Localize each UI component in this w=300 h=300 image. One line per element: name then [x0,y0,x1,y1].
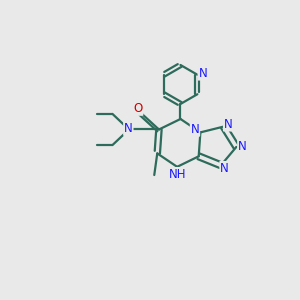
Text: N: N [220,162,229,175]
Text: NH: NH [168,168,186,181]
Text: N: N [224,118,233,131]
Text: N: N [124,122,133,135]
Text: O: O [133,102,142,115]
Text: N: N [198,67,207,80]
Text: N: N [190,123,199,136]
Text: N: N [238,140,247,153]
